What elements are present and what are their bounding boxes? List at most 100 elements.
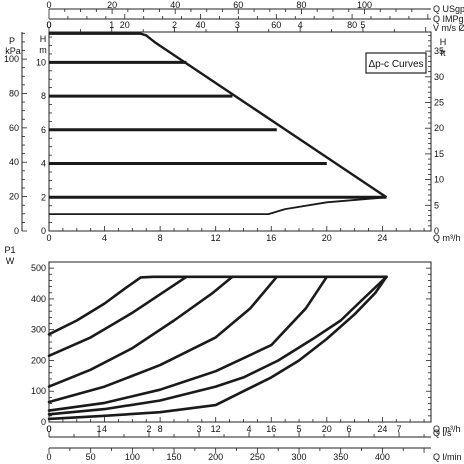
- flow-ls-tick-label: 1: [96, 424, 101, 434]
- flow-ls-tick-label: 7: [397, 424, 402, 434]
- head-ft-tick-label: 35: [434, 46, 444, 56]
- power-tick-label: 200: [31, 355, 46, 365]
- flow-tick-label: 0: [46, 233, 51, 243]
- power-curve: [47, 275, 234, 388]
- flow-lmin-tick-label: 200: [208, 452, 223, 462]
- pressure-tick-label: 80: [9, 88, 19, 98]
- impgpm-tick-label: 60: [271, 20, 281, 30]
- flow-tick-label: 8: [158, 233, 163, 243]
- head-ft-tick-label: 5: [434, 200, 439, 210]
- head-ft-tick-label: 0: [434, 226, 439, 236]
- flow-tick-label: 24: [377, 424, 387, 434]
- flow-tick-label: 4: [102, 424, 107, 434]
- pressure-axis-label: P: [9, 36, 15, 46]
- velocity-tick-label: 1: [109, 20, 114, 30]
- impgpm-tick-label: 80: [347, 20, 357, 30]
- flow-ls-tick-label: 0: [46, 424, 51, 434]
- power-axis-label: P1: [4, 245, 15, 255]
- flow-lmin-tick-label: 50: [86, 452, 96, 462]
- flow-lmin-tick-label: 250: [250, 452, 265, 462]
- impgpm-tick-label: 40: [196, 20, 206, 30]
- usgpm-tick-label: 40: [170, 0, 180, 10]
- power-tick-label: 100: [31, 386, 46, 396]
- flow-tick-label: 0: [46, 424, 51, 434]
- flow-tick-label: 20: [322, 424, 332, 434]
- usgpm-tick-label: 80: [296, 0, 306, 10]
- flow-tick-label: 24: [377, 233, 387, 243]
- flow-tick-label: 12: [211, 424, 221, 434]
- head-m-tick-label: 6: [41, 125, 46, 135]
- plot-frame: [48, 261, 432, 423]
- impgpm-tick-label: 20: [120, 20, 130, 30]
- flow-lmin-axis-label: Q l/min: [433, 452, 462, 462]
- impgpm-axis-label: Q IMPgpm: [433, 14, 464, 24]
- power-curve: [47, 275, 188, 358]
- head-m-tick-label: 2: [41, 192, 46, 202]
- flow-ls-tick-label: 6: [347, 424, 352, 434]
- pressure-unit-label: kPa: [5, 46, 21, 56]
- flow-lmin-tick-label: 300: [292, 452, 307, 462]
- power-tick-label: 400: [31, 294, 46, 304]
- flow-tick-label: 16: [266, 424, 276, 434]
- velocity-tick-label: 3: [235, 20, 240, 30]
- flow-ls-tick-label: 3: [197, 424, 202, 434]
- head-ft-tick-label: 15: [434, 149, 444, 159]
- power-tick-label: 0: [41, 417, 46, 427]
- power-tick-label: 500: [31, 263, 46, 273]
- usgpm-tick-label: 60: [233, 0, 243, 10]
- usgpm-tick-label: 20: [107, 0, 117, 10]
- power-tick-label: 300: [31, 325, 46, 335]
- flow-ls-axis-label: Q l/s: [433, 428, 452, 438]
- head-ft-tick-label: 10: [434, 175, 444, 185]
- flow-tick-label: 16: [266, 233, 276, 243]
- flow-lmin-tick-label: 350: [333, 452, 348, 462]
- usgpm-axis-label: Q USgpm: [433, 4, 464, 14]
- flow-tick-label: 20: [322, 233, 332, 243]
- velocity-tick-label: 0: [46, 20, 51, 30]
- pressure-tick-label: 40: [9, 157, 19, 167]
- flow-lmin-tick-label: 150: [167, 452, 182, 462]
- power-curve: [47, 275, 388, 421]
- flow-lmin-tick-label: 400: [375, 452, 390, 462]
- pressure-tick-label: 20: [9, 192, 19, 202]
- pressure-tick-label: 0: [14, 226, 19, 236]
- head-curve: [49, 196, 387, 215]
- velocity-tick-label: 2: [172, 20, 177, 30]
- velocity-tick-label: 4: [298, 20, 303, 30]
- head-m-axis-label: H: [40, 34, 47, 44]
- head-m-tick-label: 10: [36, 57, 46, 67]
- power-curve: [47, 275, 388, 336]
- head-m-tick-label: 8: [41, 91, 46, 101]
- power-curve: [47, 275, 388, 416]
- head-ft-tick-label: 25: [434, 97, 444, 107]
- flow-tick-label: 4: [102, 233, 107, 243]
- power-curve: [47, 275, 329, 412]
- impgpm-tick-label: 0: [46, 20, 51, 30]
- legend-box: Δp-c Curves: [365, 52, 427, 74]
- head-ft-axis-label: H: [440, 37, 447, 47]
- head-ft-tick-label: 30: [434, 72, 444, 82]
- head-curve: [49, 32, 388, 199]
- flow-axis-label: Q m³/h: [433, 233, 461, 243]
- usgpm-tick-label: 0: [46, 0, 51, 10]
- head-m-tick-label: 0: [41, 226, 46, 236]
- legend-box-frame: [365, 52, 427, 74]
- velocity-tick-label: 5: [360, 20, 365, 30]
- flow-tick-label: 8: [158, 424, 163, 434]
- flow-ls-tick-label: 2: [147, 424, 152, 434]
- flow-axis-label: Q m³/h: [433, 424, 461, 434]
- flow-lmin-tick-label: 100: [125, 452, 140, 462]
- flow-lmin-tick-label: 0: [46, 452, 51, 462]
- head-ft-unit-label: ft: [440, 48, 446, 58]
- velocity-axis-label: V m/s Ø 40: [433, 23, 464, 33]
- flow-tick-label: 12: [211, 233, 221, 243]
- pressure-tick-label: 60: [9, 123, 19, 133]
- power-curve: [47, 275, 279, 404]
- head-ft-tick-label: 20: [434, 123, 444, 133]
- pressure-tick-label: 100: [4, 54, 19, 64]
- usgpm-tick-label: 100: [357, 0, 372, 10]
- head-m-unit-label: m: [39, 45, 47, 55]
